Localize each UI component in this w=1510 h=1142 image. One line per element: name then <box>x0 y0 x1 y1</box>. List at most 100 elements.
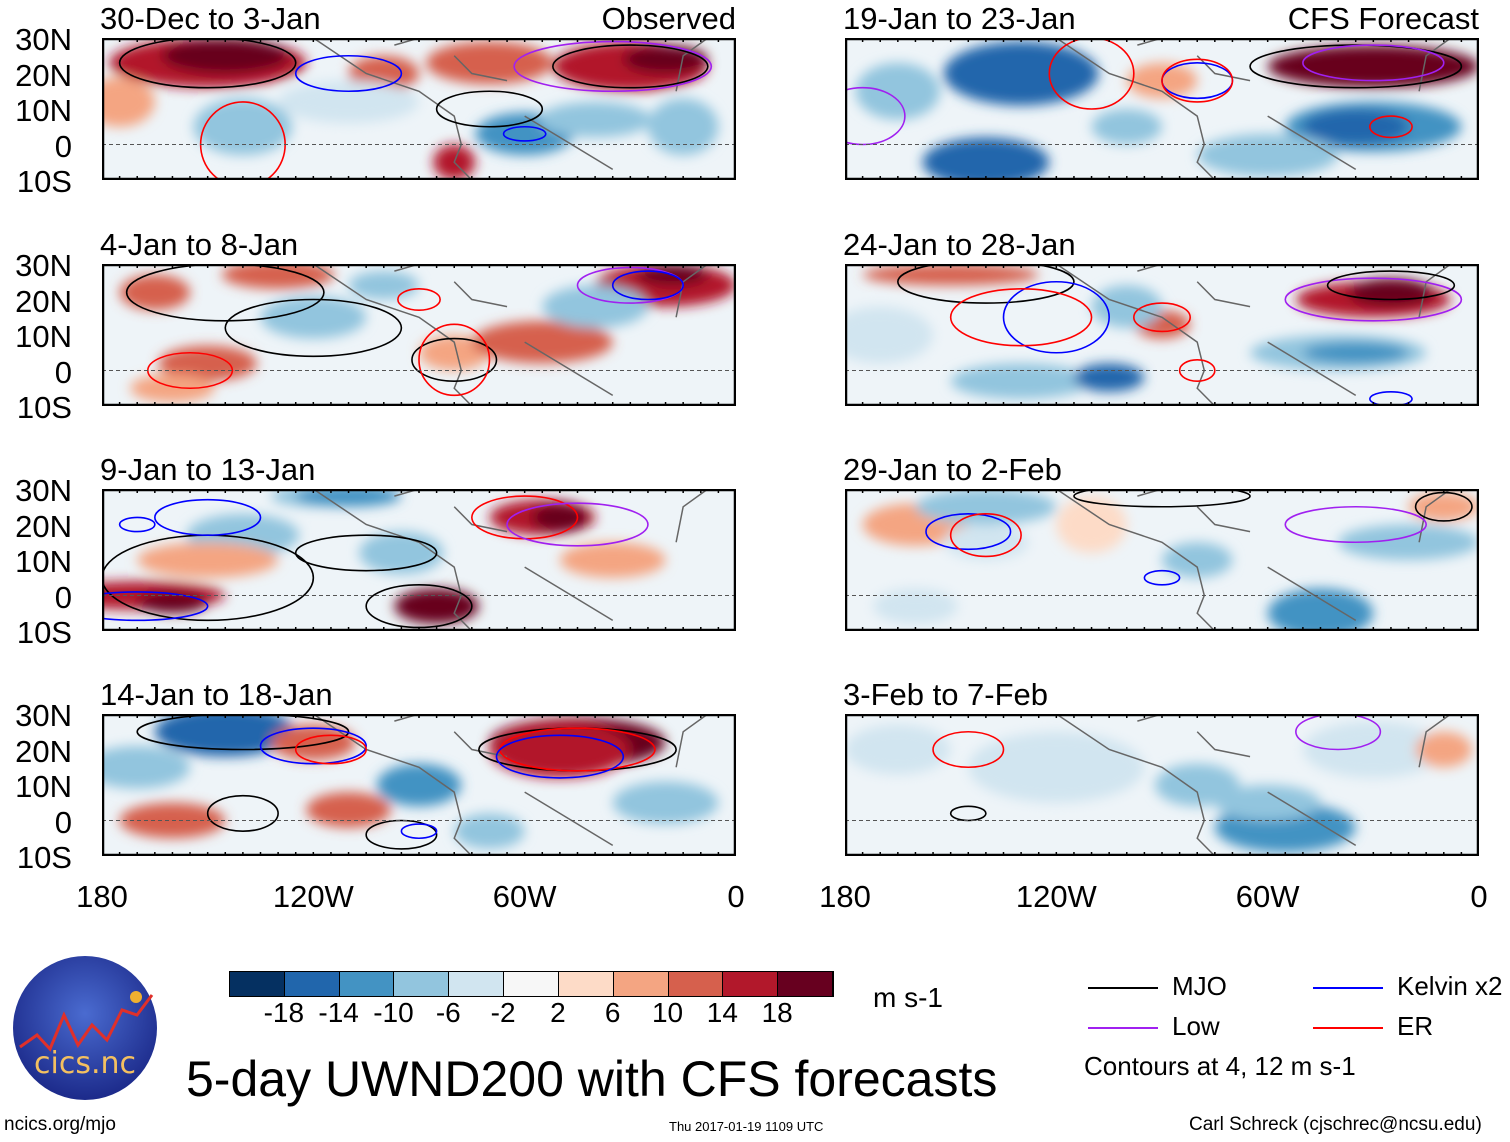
panel-frame <box>845 38 1479 180</box>
map-panel <box>845 38 1479 180</box>
credit: Carl Schreck (cjschrec@ncsu.edu) <box>1189 1114 1482 1135</box>
contour-line <box>154 498 262 536</box>
contour-line <box>897 264 1075 304</box>
x-tick-label: 180 <box>819 879 871 914</box>
x-tick-label: 0 <box>727 879 745 914</box>
y-tick-label: 10S <box>16 615 72 650</box>
wind-anomaly-blob <box>394 588 479 624</box>
wind-anomaly-blob <box>426 41 553 85</box>
contour-line <box>495 734 625 779</box>
panel-title: 30-Dec to 3-Jan <box>100 1 321 36</box>
colorbar-swatch <box>613 972 669 996</box>
x-tick-label: 60W <box>492 879 557 914</box>
cics-logo: cics.nc <box>12 955 158 1101</box>
wind-anomaly-blob <box>489 721 631 778</box>
wind-anomaly-blob <box>260 295 367 339</box>
colorbar-tick-label: 10 <box>651 997 684 1028</box>
contour-line <box>506 502 649 547</box>
wind-anomaly-blob <box>950 363 1092 399</box>
contour-line <box>365 819 438 850</box>
wind-anomaly-blob <box>968 731 1145 803</box>
contour-line <box>1161 58 1234 103</box>
colorbar <box>229 971 834 997</box>
map-panel <box>845 264 1479 406</box>
wind-anomaly-blob <box>130 374 215 403</box>
y-tick-label: 20N <box>15 508 72 544</box>
map-panel <box>102 38 736 180</box>
wind-anomaly-blob <box>271 724 356 761</box>
x-tick-label: 120W <box>1015 879 1097 914</box>
y-tick-label: 10S <box>16 840 72 875</box>
wind-anomaly-blob <box>306 792 391 828</box>
x-tick-label: 0 <box>1470 879 1488 914</box>
column-label: CFS Forecast <box>1287 1 1479 36</box>
contour-line <box>1369 115 1413 139</box>
contour-line <box>949 288 1093 347</box>
y-tick-label: 10S <box>16 390 72 425</box>
panel-title: 19-Jan to 23-Jan <box>843 1 1076 36</box>
chart-title: 5-day UWND200 with CFS forecasts <box>186 1051 998 1107</box>
logo-text: cics.nc <box>34 1046 136 1081</box>
contour-line <box>1178 359 1216 382</box>
contour-line <box>552 44 709 89</box>
colorbar-tick-label: 2 <box>550 997 566 1028</box>
contour-line <box>1002 280 1110 354</box>
panel-frame <box>102 264 736 406</box>
wind-anomaly-blob <box>943 524 1029 560</box>
contour-line <box>294 734 367 765</box>
y-tick-label: 0 <box>54 579 72 615</box>
wind-anomaly-blob <box>1091 109 1162 145</box>
contour-line <box>1326 270 1456 301</box>
panel-title: 29-Jan to 2-Feb <box>843 452 1062 487</box>
wind-anomaly-blob <box>922 137 1050 180</box>
contour-line <box>1295 714 1382 751</box>
contour-note: Contours at 4, 12 m s-1 <box>1084 1051 1356 1081</box>
colorbar-swatch <box>668 972 724 996</box>
panel-title: 24-Jan to 28-Jan <box>843 227 1076 262</box>
contour-line <box>949 513 1022 558</box>
wind-anomaly-blob <box>1073 363 1145 392</box>
wind-anomaly-blob <box>1408 492 1479 521</box>
colorbar-tick-label: -2 <box>490 997 516 1028</box>
coastline <box>312 264 709 406</box>
wind-anomaly-blob <box>943 41 1099 106</box>
panel-frame <box>845 714 1479 856</box>
contour-line <box>1143 569 1181 586</box>
contour-line <box>397 288 441 311</box>
y-tick-label: 30N <box>15 473 72 508</box>
wind-anomaly-blob <box>873 588 958 624</box>
url-text[interactable]: ncics.org/mjo <box>4 1114 116 1135</box>
wind-anomaly-blob <box>1091 285 1162 328</box>
legend-line-kelvin-x2 <box>1313 987 1383 989</box>
wind-anomaly-blob <box>102 745 191 789</box>
panel-title: 4-Jan to 8-Jan <box>100 227 299 262</box>
wind-anomaly-blob <box>559 542 666 578</box>
panel-frame <box>845 489 1479 631</box>
contour-line <box>1302 44 1445 82</box>
colorbar-swatch <box>504 972 559 996</box>
coastline <box>312 489 709 631</box>
colorbar-tick-label: 18 <box>761 997 793 1028</box>
contour-line <box>1284 505 1427 544</box>
contour-line <box>400 823 438 840</box>
coastline <box>1055 489 1452 631</box>
colorbar-swatch <box>558 972 614 996</box>
colorbar-swatch <box>339 972 395 996</box>
y-tick-label: 30N <box>15 248 72 283</box>
wind-anomaly-blob <box>845 724 951 775</box>
legend-label: MJO <box>1172 971 1227 1001</box>
contour-line <box>102 591 209 622</box>
map-panel <box>102 489 736 631</box>
wind-anomaly-blob <box>612 781 719 825</box>
contour-line <box>1073 489 1251 508</box>
legend-line-er <box>1313 1027 1383 1029</box>
timestamp: Thu 2017-01-19 1109 UTC <box>669 1119 824 1134</box>
wind-anomaly-blob <box>1302 109 1409 145</box>
wind-anomaly-blob <box>295 489 402 507</box>
contour-line <box>411 337 498 382</box>
colorbar-swatch <box>723 972 779 996</box>
legend-line-low <box>1088 1027 1158 1029</box>
y-tick-label: 0 <box>54 354 72 390</box>
coastline <box>312 38 709 180</box>
wind-anomaly-blob <box>1267 588 1374 631</box>
